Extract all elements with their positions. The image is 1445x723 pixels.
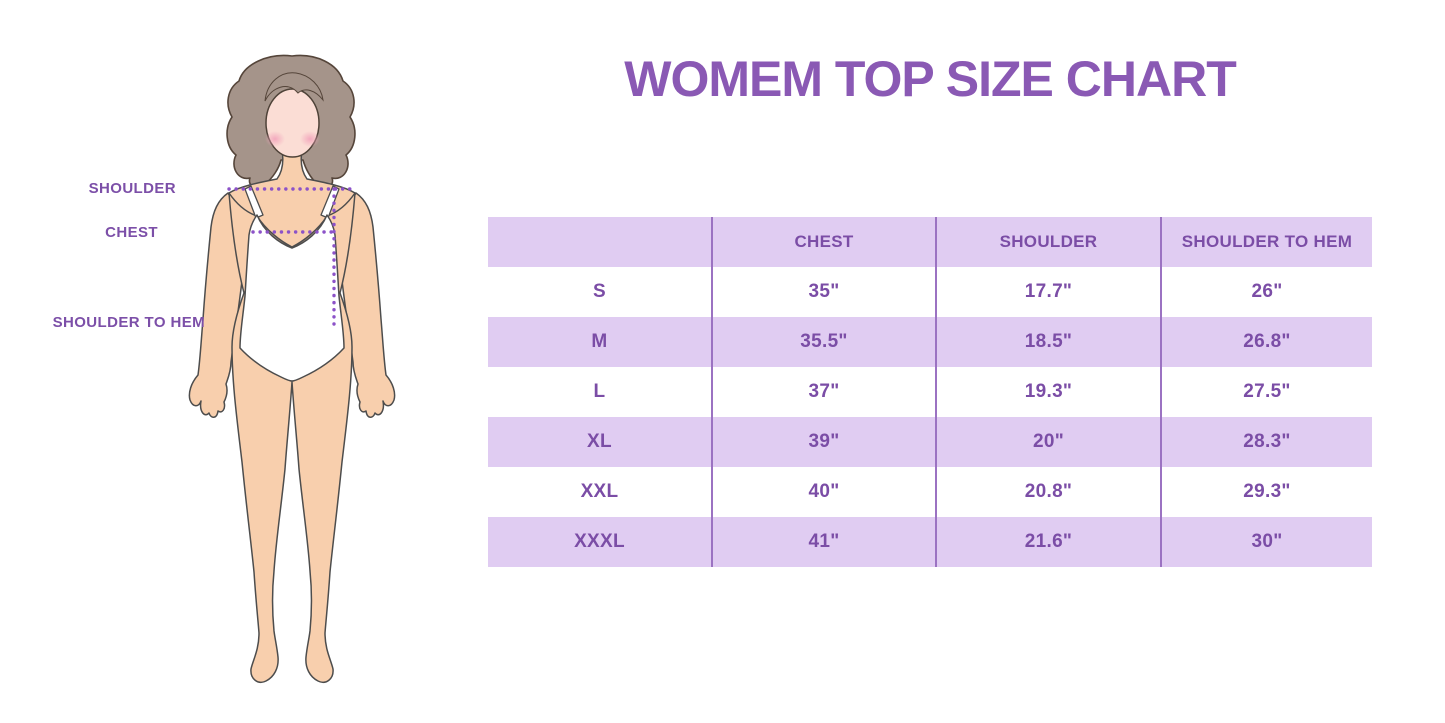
- bodysuit-left-strap: [244, 185, 264, 219]
- chest-cell: 35": [711, 267, 936, 317]
- column-header-size: [488, 217, 712, 267]
- chest-cell: 40": [711, 467, 936, 517]
- shoulder-cell: 20": [935, 417, 1161, 467]
- column-header-shoulder-to-hem: SHOULDER TO HEM: [1160, 217, 1372, 267]
- hem-cell: 27.5": [1160, 367, 1372, 417]
- hem-cell: 26.8": [1160, 317, 1372, 367]
- chest-cell: 39": [711, 417, 936, 467]
- table-row-s: S 35" 17.7" 26": [488, 267, 1372, 317]
- size-table: CHEST SHOULDER SHOULDER TO HEM S 35" 17.…: [488, 217, 1372, 567]
- table-row-xxl: XXL 40" 20.8" 29.3": [488, 467, 1372, 517]
- figure-neck-chest: [228, 149, 356, 248]
- size-cell: L: [488, 367, 712, 417]
- figure-blush-left: [265, 131, 285, 147]
- chest-cell: 41": [711, 517, 936, 567]
- shoulder-to-hem-label: SHOULDER TO HEM: [52, 314, 205, 331]
- hem-cell: 28.3": [1160, 417, 1372, 467]
- shoulder-cell: 20.8": [935, 467, 1161, 517]
- hem-cell: 30": [1160, 517, 1372, 567]
- shoulder-label: SHOULDER: [88, 180, 176, 197]
- figure-bodysuit: [239, 214, 345, 382]
- chest-cell: 37": [711, 367, 936, 417]
- column-header-chest: CHEST: [711, 217, 936, 267]
- shoulder-cell: 18.5": [935, 317, 1161, 367]
- chest-cell: 35.5": [711, 317, 936, 367]
- page-title: WOMEM TOP SIZE CHART: [624, 51, 1237, 107]
- table-row-m: M 35.5" 18.5" 26.8": [488, 317, 1372, 367]
- size-cell: XXXL: [488, 517, 712, 567]
- figure-blush-right: [300, 131, 320, 147]
- column-header-shoulder: SHOULDER: [935, 217, 1161, 267]
- bodysuit-right-strap: [320, 185, 340, 219]
- body-measurement-figure: [188, 54, 396, 683]
- shoulder-cell: 19.3": [935, 367, 1161, 417]
- header-row: CHEST SHOULDER SHOULDER TO HEM: [488, 217, 1372, 267]
- table-row-l: L 37" 19.3" 27.5": [488, 367, 1372, 417]
- size-cell: XXL: [488, 467, 712, 517]
- figure-hair-fringe: [264, 72, 324, 102]
- chest-label: CHEST: [105, 224, 158, 241]
- hem-cell: 29.3": [1160, 467, 1372, 517]
- table-row-xxxl: XXXL 41" 21.6" 30": [488, 517, 1372, 567]
- shoulder-cell: 21.6": [935, 517, 1161, 567]
- size-cell: XL: [488, 417, 712, 467]
- hem-cell: 26": [1160, 267, 1372, 317]
- shoulder-cell: 17.7": [935, 267, 1161, 317]
- table-row-xl: XL 39" 20" 28.3": [488, 417, 1372, 467]
- size-cell: M: [488, 317, 712, 367]
- size-cell: S: [488, 267, 712, 317]
